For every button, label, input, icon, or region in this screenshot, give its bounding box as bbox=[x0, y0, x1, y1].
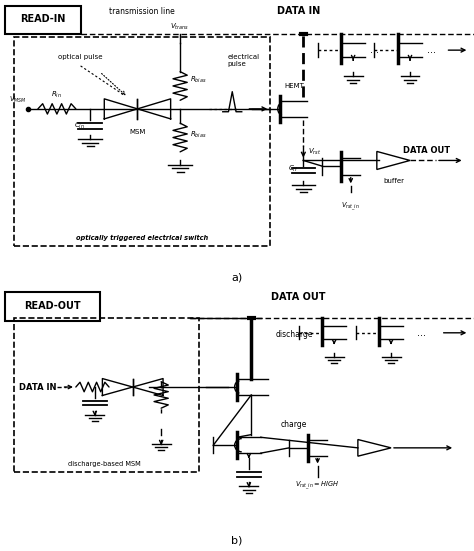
Text: discharge-based MSM: discharge-based MSM bbox=[68, 461, 141, 467]
Text: optically triggered electrical switch: optically triggered electrical switch bbox=[76, 235, 209, 241]
Text: buffer: buffer bbox=[383, 177, 404, 183]
Text: discharge: discharge bbox=[275, 329, 313, 339]
Text: DATA OUT: DATA OUT bbox=[403, 145, 450, 155]
Bar bbox=[14, 37, 270, 246]
Text: ...: ... bbox=[370, 45, 379, 55]
Text: MSM: MSM bbox=[129, 129, 146, 135]
Bar bbox=[5, 6, 81, 34]
Text: a): a) bbox=[231, 273, 243, 283]
Text: DATA IN: DATA IN bbox=[277, 7, 320, 17]
Text: transmission line: transmission line bbox=[109, 7, 175, 16]
Text: b): b) bbox=[231, 536, 243, 545]
Text: $V_{rst\_in}=HIGH$: $V_{rst\_in}=HIGH$ bbox=[295, 479, 340, 491]
Text: ...: ... bbox=[427, 45, 436, 55]
Text: $R_{in}$: $R_{in}$ bbox=[51, 90, 63, 100]
Text: $V_{trans}$: $V_{trans}$ bbox=[171, 21, 190, 31]
Text: $R_{bias}$: $R_{bias}$ bbox=[190, 129, 206, 140]
Text: $V_{MSM}$: $V_{MSM}$ bbox=[9, 94, 27, 105]
Text: DATA IN: DATA IN bbox=[19, 382, 57, 392]
Text: $V_{rst}$: $V_{rst}$ bbox=[308, 147, 321, 157]
Text: electrical
pulse: electrical pulse bbox=[228, 53, 260, 67]
Bar bbox=[14, 318, 199, 472]
Text: optical pulse: optical pulse bbox=[58, 55, 103, 60]
Bar bbox=[5, 292, 100, 321]
Text: ...: ... bbox=[418, 328, 426, 338]
Text: HEMT: HEMT bbox=[284, 83, 304, 89]
Text: $C_{in}$: $C_{in}$ bbox=[74, 121, 85, 131]
Text: READ-OUT: READ-OUT bbox=[24, 301, 81, 311]
Text: $C_H$: $C_H$ bbox=[288, 164, 299, 174]
Text: READ-IN: READ-IN bbox=[20, 14, 65, 24]
Text: charge: charge bbox=[281, 419, 307, 429]
Text: DATA OUT: DATA OUT bbox=[272, 292, 326, 302]
Text: $R_{bias}$: $R_{bias}$ bbox=[190, 75, 206, 85]
Text: $V_{rst\_in}$: $V_{rst\_in}$ bbox=[341, 201, 360, 213]
